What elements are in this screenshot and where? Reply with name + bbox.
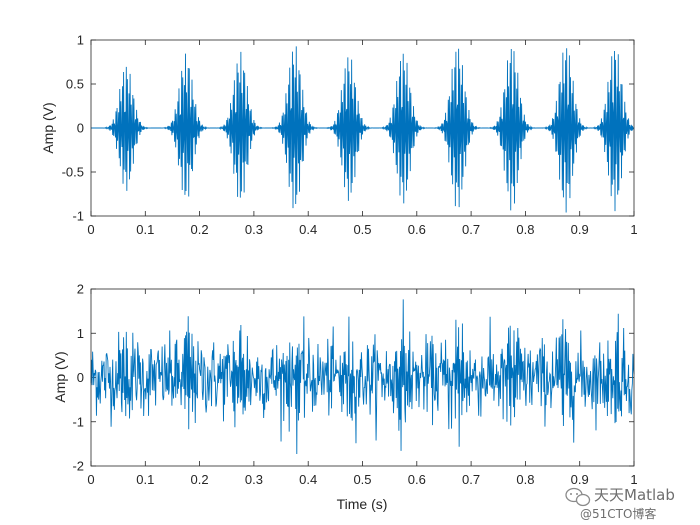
y-tick-label: 0.5	[66, 77, 84, 92]
top-plot-frame	[90, 39, 635, 217]
top-signal-line	[91, 46, 635, 213]
x-tick-label: 0	[87, 472, 94, 487]
x-tick-label: 0.2	[191, 472, 209, 487]
y-tick-label: -1	[72, 414, 84, 429]
y-tick-label: 2	[77, 282, 84, 297]
y-tick-label: 1	[77, 33, 84, 48]
x-tick-label: 1	[630, 222, 637, 237]
y-tick-label: -1	[72, 209, 84, 224]
bottom-plot-frame	[90, 288, 635, 467]
x-tick-label: 0	[87, 222, 94, 237]
x-tick-label: 0.4	[299, 472, 317, 487]
x-tick-label: 0.4	[299, 222, 317, 237]
top-y-axis-label: Amp (V)	[40, 102, 56, 153]
x-tick-label: 0.8	[516, 472, 534, 487]
watermark-title: 天天Matlab	[594, 486, 675, 504]
y-tick-label: 0	[77, 370, 84, 385]
x-tick-label: 0.9	[571, 222, 589, 237]
x-tick-label: 0.7	[462, 472, 480, 487]
y-tick-label: -0.5	[62, 165, 84, 180]
x-tick-label: 0.2	[191, 222, 209, 237]
watermark: 天天Matlab @51CTO博客	[565, 486, 675, 521]
watermark-subtitle: @51CTO博客	[580, 506, 656, 521]
x-tick-label: 0.6	[408, 222, 426, 237]
bottom-plot: 0 0.1 0.2 0.3 0.4 0.5 0.6 0.7 0.8 0.9 1 2 1 0 -1 -2 Amp…	[52, 282, 638, 513]
y-tick-label: -2	[72, 459, 84, 474]
wechat-icon	[565, 487, 591, 507]
x-tick-label: 0.1	[136, 222, 154, 237]
x-tick-label: 0.3	[245, 472, 263, 487]
x-tick-label: 0.5	[353, 472, 371, 487]
bottom-y-axis-label: Amp (V)	[52, 351, 68, 402]
x-tick-label: 0.5	[353, 222, 371, 237]
bottom-x-axis-label: Time (s)	[337, 496, 388, 512]
y-tick-label: 1	[77, 326, 84, 341]
x-tick-label: 0.8	[516, 222, 534, 237]
x-tick-label: 0.1	[136, 472, 154, 487]
x-tick-label: 1	[630, 472, 637, 487]
y-tick-label: 0	[77, 121, 84, 136]
top-plot: 0 0.1 0.2 0.3 0.4 0.5 0.6 0.7 0.8 0.9 1 1 0.5 0 -0.5 -1…	[40, 33, 638, 238]
x-tick-label: 0.7	[462, 222, 480, 237]
x-tick-label: 0.6	[408, 472, 426, 487]
bottom-signal-line	[90, 299, 635, 454]
x-tick-label: 0.9	[571, 472, 589, 487]
x-tick-label: 0.3	[245, 222, 263, 237]
